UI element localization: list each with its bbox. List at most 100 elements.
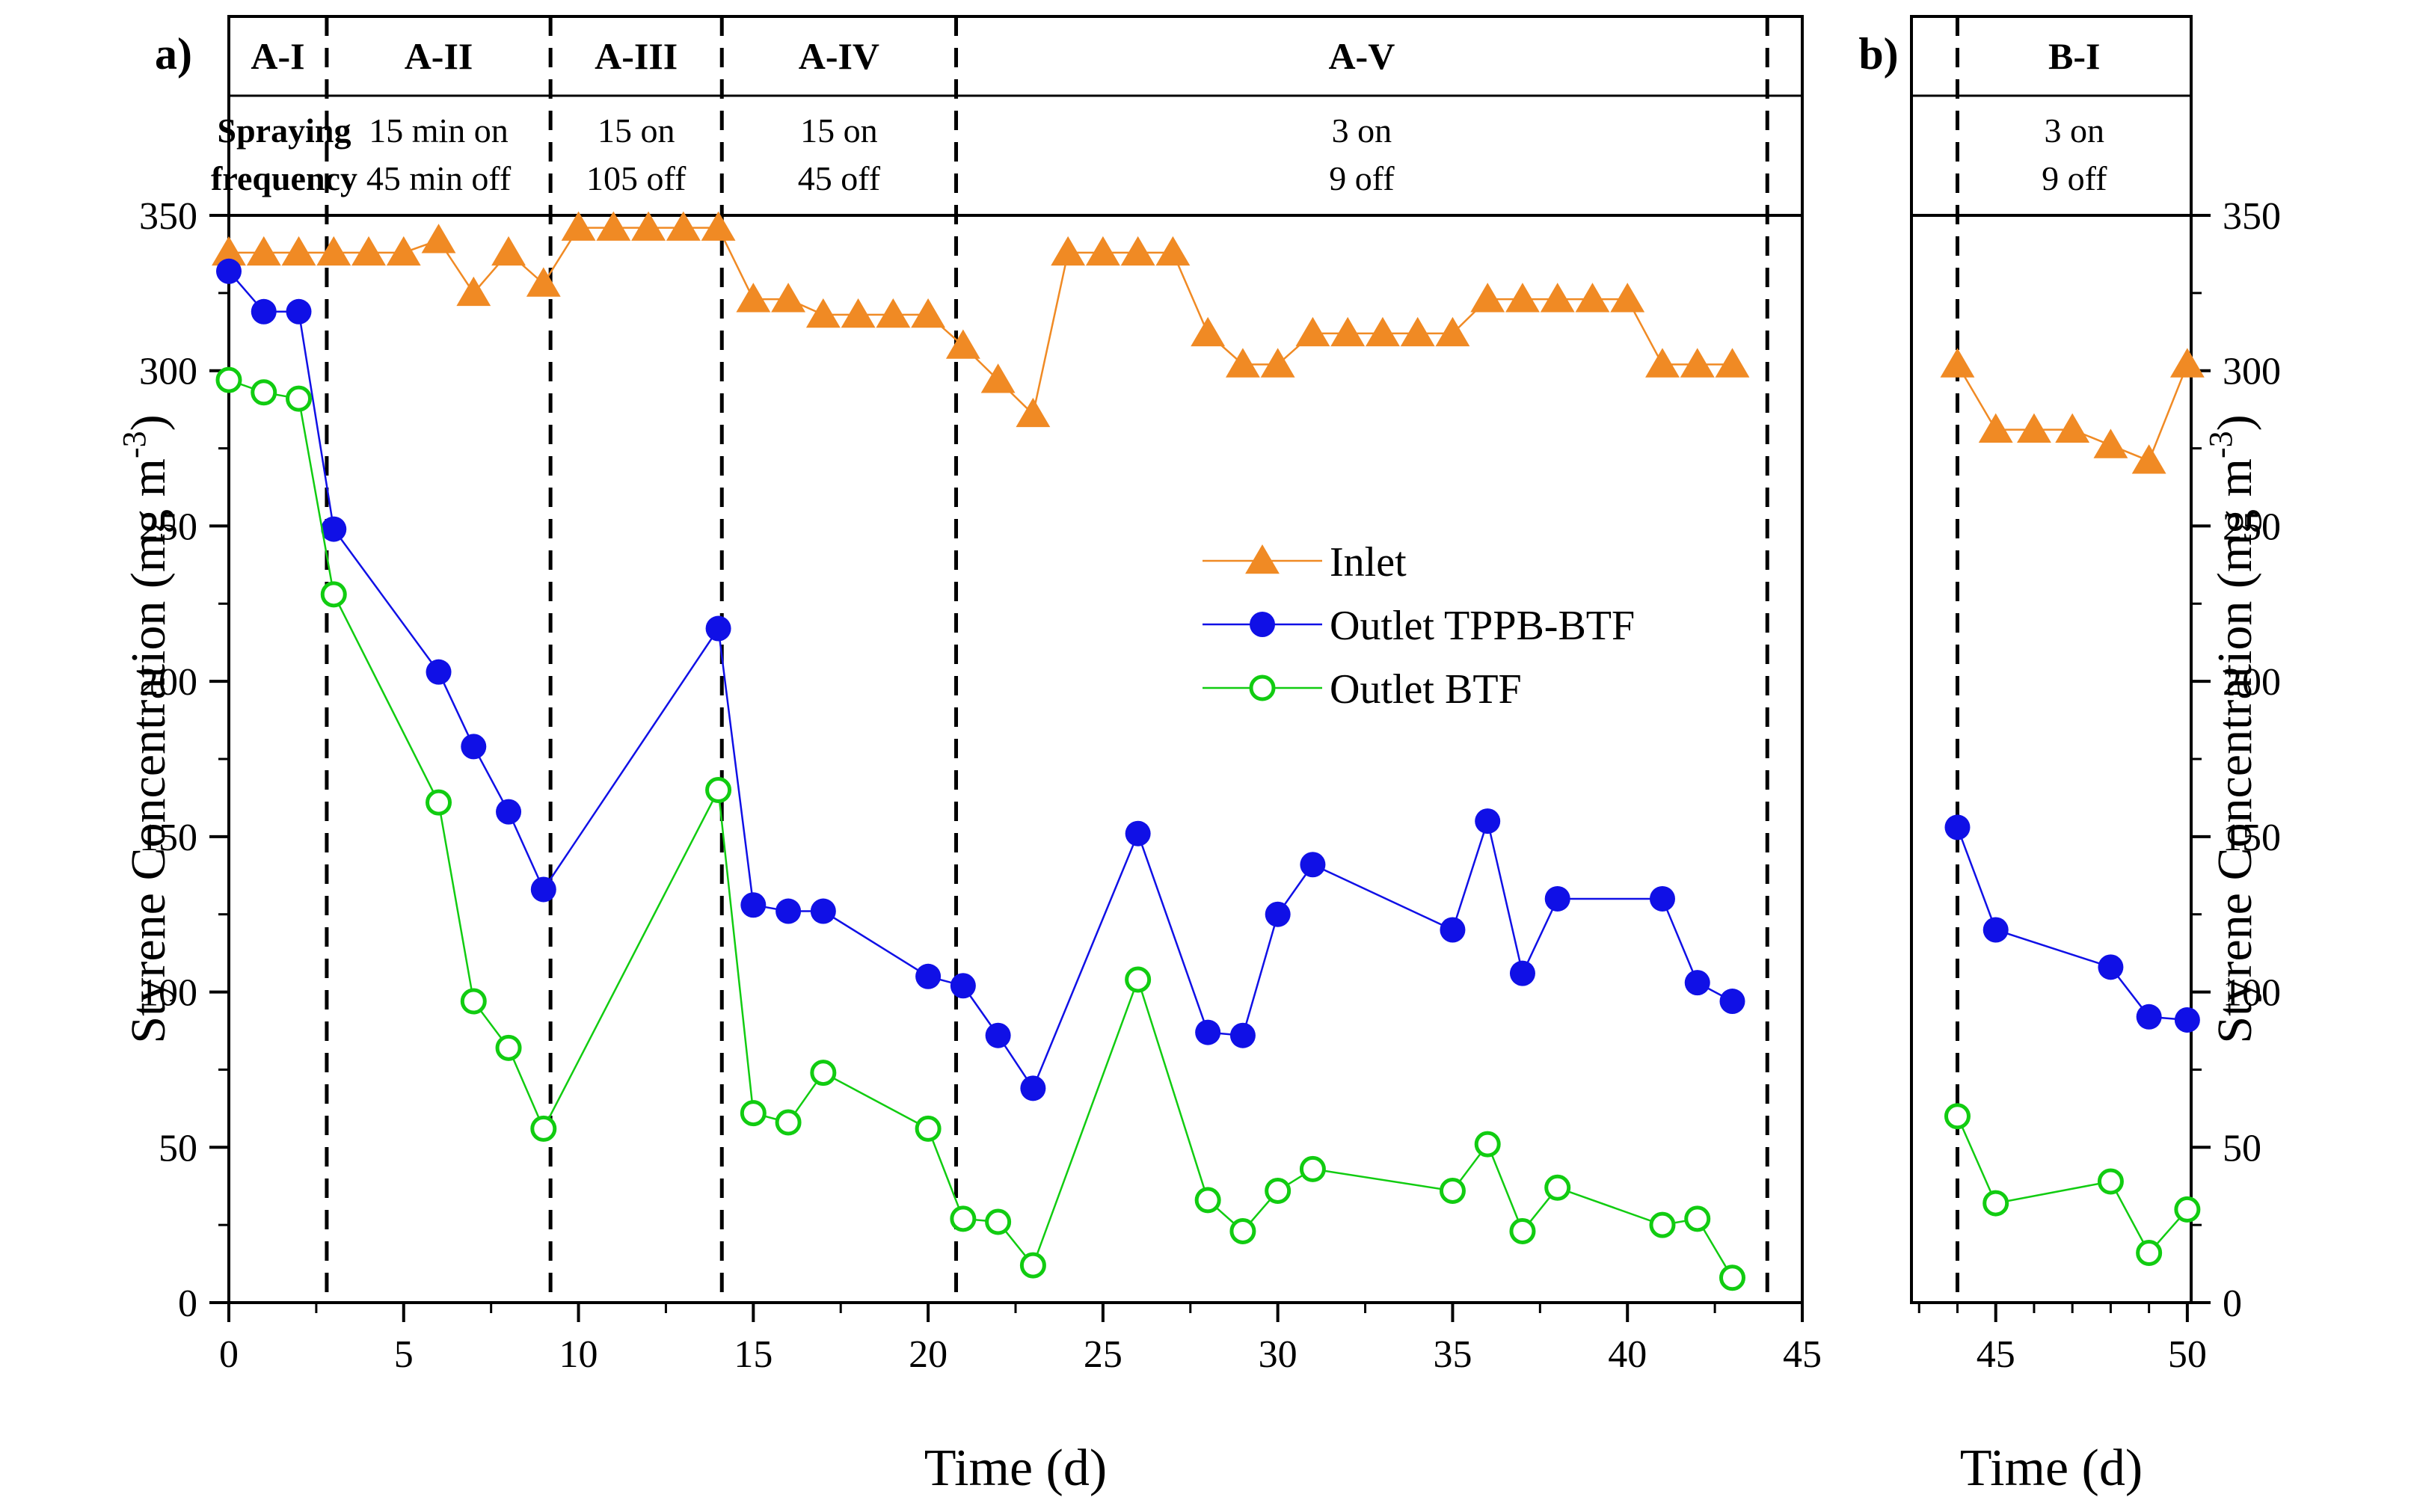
x-tick-label: 50 [2168, 1333, 2207, 1376]
data-point-outlet-btf [985, 1208, 1012, 1235]
data-point-outlet-tppb-btf [1440, 917, 1466, 943]
data-point-outlet-tppb-btf [1475, 808, 1501, 835]
data-point-inlet [1120, 236, 1155, 266]
data-point-inlet [1645, 348, 1680, 378]
y-axis-title-close: ) [121, 414, 176, 431]
y-tick-label: 350 [2223, 195, 2281, 238]
data-point-outlet-btf [460, 988, 487, 1015]
data-point-inlet [246, 236, 281, 266]
phase-frequency-B-I-1: 9 off [2042, 159, 2107, 197]
data-point-outlet-btf [530, 1115, 557, 1142]
data-point-inlet [1470, 283, 1505, 313]
data-point-outlet-btf [286, 385, 313, 412]
spraying-frequency-label-0: Spraying [218, 111, 351, 150]
phase-name-A-II: A-II [405, 35, 473, 77]
data-point-outlet-tppb-btf [705, 615, 731, 642]
data-point-outlet-btf [1649, 1211, 1676, 1238]
data-point-outlet-tppb-btf [1944, 814, 1971, 840]
phase-frequency-A-IV-0: 15 on [800, 111, 878, 150]
data-point-inlet [701, 211, 736, 241]
y-tick-label: 50 [2223, 1127, 2261, 1170]
series-line-outlet-btf [228, 378, 1733, 1279]
legend-label-inlet: Inlet [1330, 539, 1407, 586]
data-point-inlet [421, 224, 456, 253]
y-tick-label: 100 [2223, 972, 2281, 1015]
data-point-inlet [1366, 316, 1400, 347]
panel-label: a) [155, 29, 192, 79]
y-tick-label: 0 [178, 1282, 197, 1325]
panel-a: A-I A-II 15 min on 45 min off A-III 15 on 105 … [116, 15, 1822, 1497]
y-tick-label: 150 [2223, 817, 2281, 859]
data-point-inlet [980, 363, 1016, 393]
data-point-outlet-tppb-btf [810, 898, 836, 924]
data-point-inlet [805, 298, 841, 328]
plot-frame [1910, 214, 2193, 1304]
data-point-outlet-btf [1684, 1205, 1711, 1232]
data-point-outlet-tppb-btf [530, 876, 556, 903]
data-point-outlet-tppb-btf [461, 734, 487, 760]
legend: Inlet Outlet TPPB-BTF Outlet BTF [1203, 539, 1635, 713]
data-point-outlet-btf [2097, 1168, 2124, 1195]
data-point-outlet-tppb-btf [1684, 970, 1710, 996]
data-point-inlet [1610, 283, 1645, 313]
y-axis-title-main: Styrene Concentration (mg m [2208, 458, 2262, 1044]
phase-frequency-A-IV-1: 45 off [798, 159, 881, 197]
data-point-inlet [911, 298, 946, 328]
data-point-inlet [2093, 428, 2128, 458]
data-point-inlet [1540, 283, 1575, 313]
x-axis-title: Time (d) [1960, 1439, 2143, 1497]
data-point-outlet-btf [1125, 966, 1152, 993]
data-point-outlet-tppb-btf [321, 516, 347, 542]
data-point-inlet [1051, 236, 1086, 266]
y-tick-label: 50 [159, 1127, 197, 1170]
series-line-outlet-tppb-btf [228, 270, 1733, 1091]
x-tick-label: 30 [1259, 1333, 1297, 1376]
y-tick-label: 0 [2223, 1282, 2242, 1325]
y-axis-title-close: ) [2208, 414, 2262, 431]
legend-marker-outlet-btf [1249, 674, 1276, 701]
phase-name-A-I: A-I [251, 35, 304, 77]
spraying-frequency-label-1: frequency [211, 159, 357, 197]
data-point-inlet [561, 211, 596, 241]
data-point-inlet [771, 283, 806, 313]
y-tick-label: 350 [139, 195, 197, 238]
phase-frequency-A-II-1: 45 min off [366, 159, 512, 197]
data-point-inlet [1191, 316, 1226, 347]
y-tick-label: 250 [2223, 505, 2281, 548]
data-point-outlet-btf [950, 1205, 977, 1232]
data-point-outlet-btf [320, 581, 347, 608]
series-outlet-btf [215, 366, 1745, 1291]
data-point-outlet-btf [2174, 1196, 2201, 1223]
data-point-inlet [1225, 348, 1260, 378]
x-tick-label: 15 [734, 1333, 773, 1376]
data-point-outlet-tppb-btf [1544, 885, 1570, 912]
data-point-inlet [2131, 444, 2166, 474]
y-axis-title: Styrene Concentration (mg m-3) [2202, 414, 2262, 1043]
data-point-inlet [1505, 283, 1540, 313]
legend-label-outlet-btf: Outlet BTF [1330, 666, 1522, 713]
plot-frame [227, 214, 1804, 1304]
data-point-outlet-btf [1229, 1217, 1256, 1244]
data-point-inlet [945, 329, 980, 359]
data-point-outlet-btf [1439, 1177, 1466, 1204]
data-point-outlet-btf [1719, 1264, 1745, 1291]
data-point-inlet [1400, 316, 1435, 347]
data-point-outlet-tppb-btf [1509, 960, 1535, 986]
series-outlet-btf [1944, 1103, 2201, 1267]
data-point-outlet-btf [810, 1060, 837, 1087]
data-point-inlet [1940, 348, 1975, 378]
data-point-inlet [1978, 413, 2013, 443]
data-point-inlet [876, 298, 911, 328]
data-point-inlet [841, 298, 876, 328]
data-point-inlet [1680, 348, 1715, 378]
data-point-outlet-tppb-btf [985, 1022, 1011, 1048]
legend-marker-inlet [1245, 544, 1280, 574]
data-point-outlet-btf [426, 789, 452, 816]
data-point-outlet-btf [1019, 1252, 1046, 1279]
y-tick-label: 300 [2223, 351, 2281, 393]
legend-marker-outlet-tppb-btf [1250, 612, 1275, 637]
data-point-outlet-btf [251, 379, 277, 406]
data-point-inlet [281, 236, 316, 266]
x-tick-label: 35 [1433, 1333, 1472, 1376]
phase-name-A-V: A-V [1328, 35, 1395, 77]
